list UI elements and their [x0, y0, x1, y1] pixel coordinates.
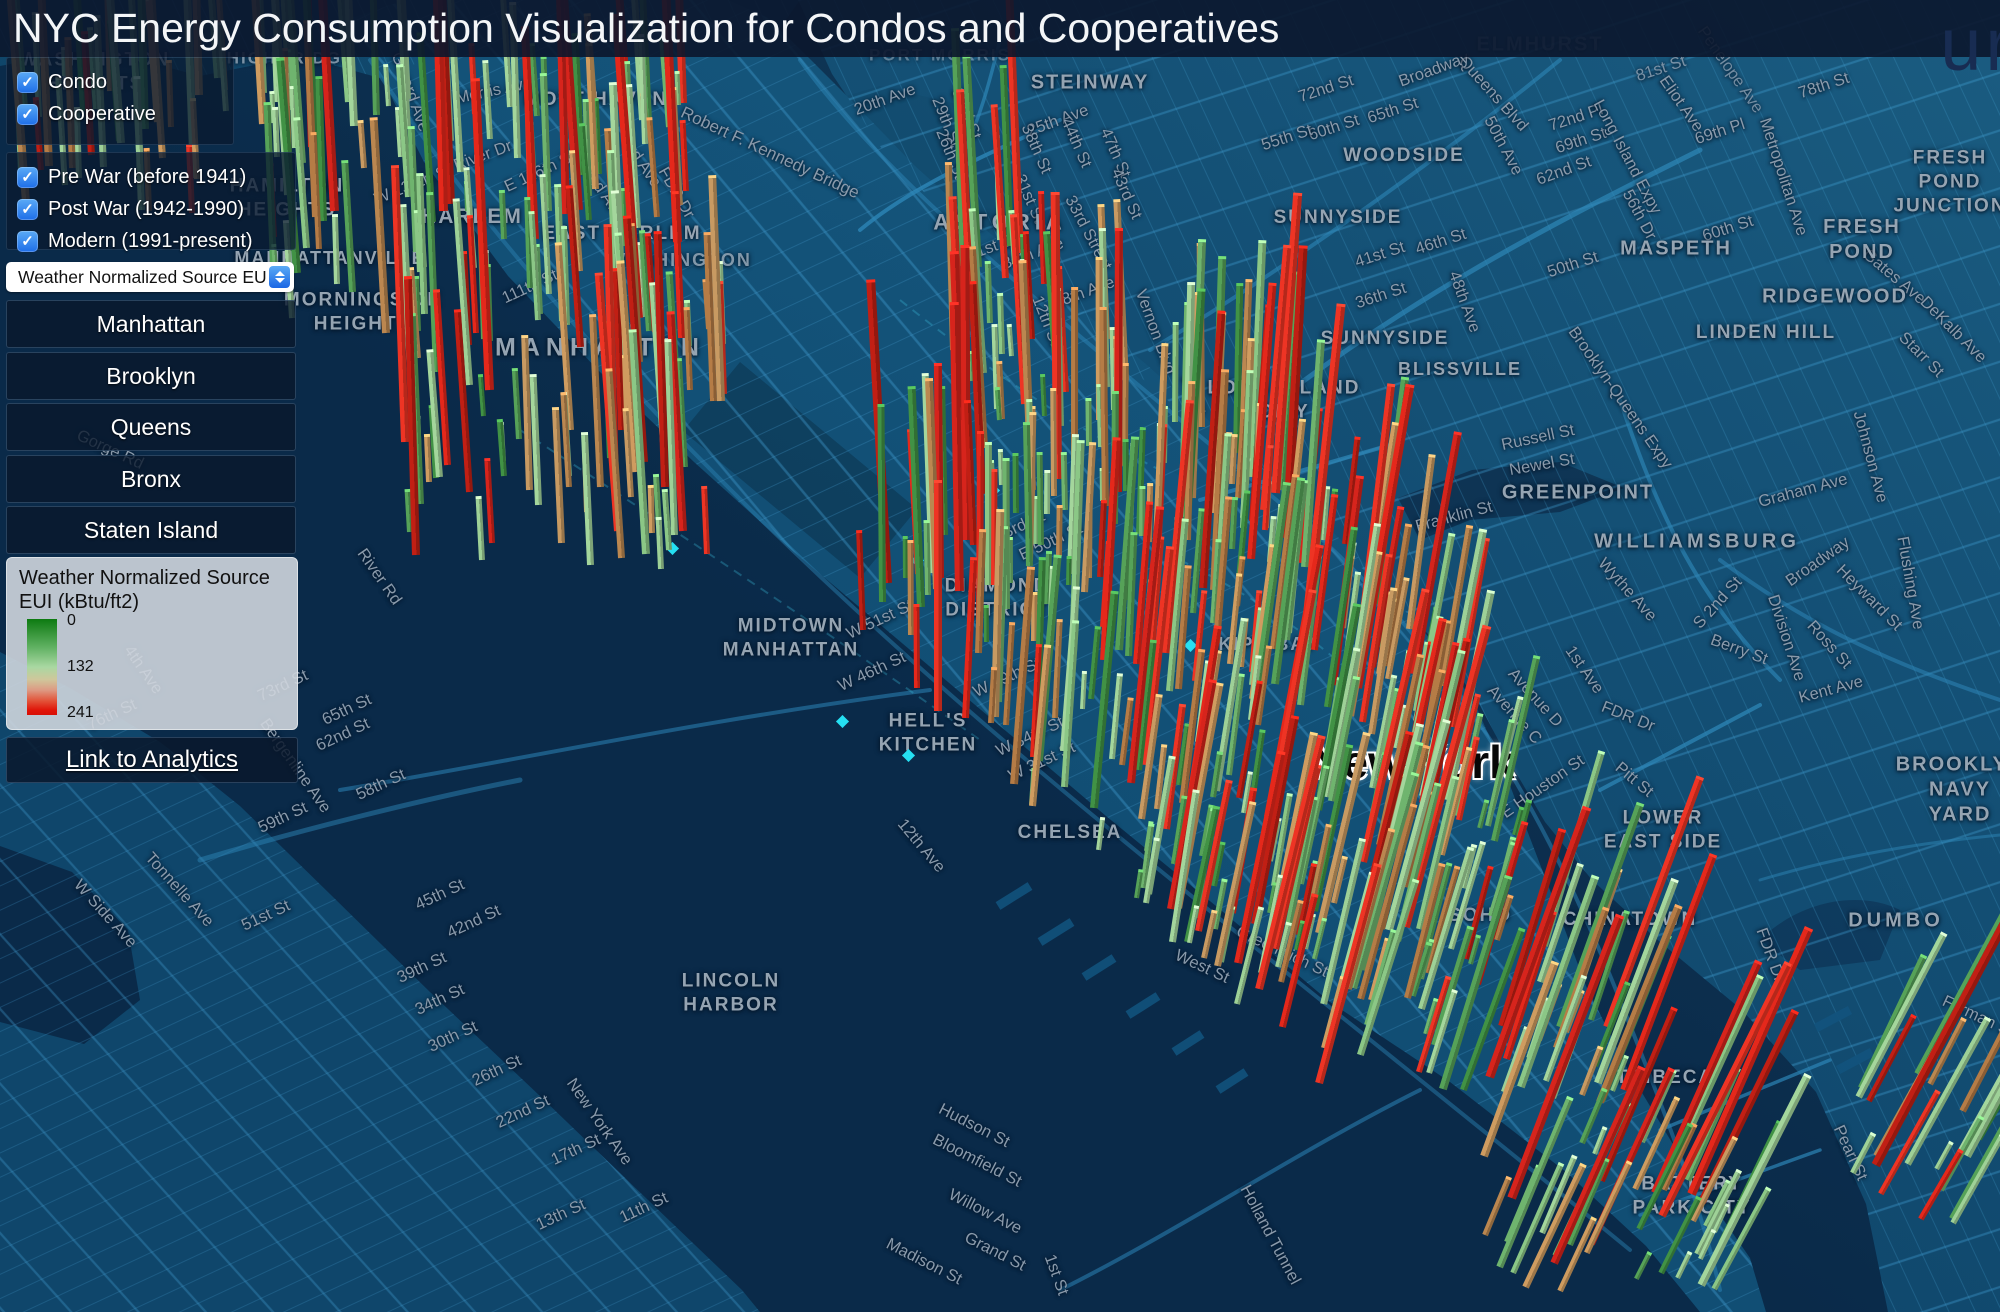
metric-select-value: Weather Normalized Source EUI	[18, 266, 266, 287]
checkbox-label: Cooperative	[48, 102, 156, 125]
building-bar	[332, 214, 340, 285]
building-bar	[701, 485, 711, 554]
checkbox-label: Modern (1991-present)	[48, 229, 253, 252]
building-bar	[1687, 925, 1814, 1196]
checkbox-cooperative[interactable]: ✓ Cooperative	[7, 96, 233, 128]
building-bar	[1850, 1132, 1877, 1175]
checkbox-icon[interactable]: ✓	[17, 198, 38, 220]
building-bar	[475, 496, 485, 561]
header: NYC Energy Consumption Visualization for…	[0, 0, 2000, 57]
select-stepper-icon[interactable]	[269, 266, 290, 288]
building-bar	[383, 64, 392, 107]
legend-gradient-bar	[27, 619, 57, 715]
checkbox-label: Post War (1942-1990)	[48, 197, 245, 220]
checkbox-label: Condo	[48, 70, 107, 93]
building-bar	[1914, 911, 2000, 1077]
legend-tick: 132	[67, 658, 94, 675]
building-bar	[1171, 322, 1179, 423]
building-bar	[1634, 1251, 1653, 1281]
building-bar	[912, 603, 920, 688]
building-bar	[1055, 505, 1062, 557]
analytics-link-panel: Link to Analytics	[6, 737, 298, 783]
metric-select[interactable]: Weather Normalized Source EUI	[6, 262, 294, 292]
building-bar	[1002, 622, 1016, 726]
building-bar	[1674, 1250, 1693, 1279]
analytics-link[interactable]: Link to Analytics	[65, 746, 239, 773]
building-bar	[645, 117, 660, 218]
borough-button-staten-island[interactable]: Staten Island	[6, 506, 296, 554]
building-bar	[499, 190, 507, 240]
building-bar	[511, 367, 522, 440]
borough-button-bronx[interactable]: Bronx	[6, 455, 296, 503]
era-filter-panel: ✓ Pre War (before 1941) ✓ Post War (1942-19…	[6, 152, 296, 252]
legend-tick: 241	[67, 704, 94, 721]
building-bar	[1080, 671, 1088, 710]
building-bar	[933, 480, 942, 712]
checkbox-modern-1991-present[interactable]: ✓ Modern (1991-present)	[7, 223, 295, 255]
building-bar	[1043, 469, 1050, 514]
building-bar	[1070, 286, 1079, 459]
building-bar	[1482, 1175, 1512, 1237]
checkbox-icon[interactable]: ✓	[17, 230, 38, 252]
checkbox-pre-war-before-1941[interactable]: ✓ Pre War (before 1941)	[7, 159, 295, 191]
building-bar	[984, 260, 993, 323]
building-bar	[341, 160, 356, 293]
building-bar	[1060, 451, 1068, 511]
building-bar	[1006, 324, 1015, 357]
legend-panel: Weather Normalized Source EUI (kBtu/ft2)…	[6, 557, 298, 730]
borough-button-brooklyn[interactable]: Brooklyn	[6, 352, 296, 400]
building-bar	[1050, 387, 1058, 496]
checkbox-condo[interactable]: ✓ Condo	[7, 64, 233, 96]
building-bar	[484, 457, 495, 543]
building-bar	[1085, 397, 1092, 446]
building-bar	[1602, 775, 1704, 1029]
legend-title: Weather Normalized Source EUI (kBtu/ft2)	[19, 567, 270, 613]
building-bar	[1036, 451, 1045, 545]
building-bar	[656, 517, 665, 570]
building-bar	[683, 306, 694, 390]
building-type-filter-panel: ✓ Condo ✓ Cooperative	[6, 57, 234, 145]
page-title: NYC Energy Consumption Visualization for…	[13, 5, 1280, 51]
building-bar	[1122, 363, 1129, 447]
building-bar	[1012, 453, 1019, 514]
building-bar	[1096, 816, 1106, 851]
checkbox-label: Pre War (before 1941)	[48, 165, 247, 188]
checkbox-post-war-1942-1990[interactable]: ✓ Post War (1942-1990)	[7, 191, 295, 223]
borough-button-queens[interactable]: Queens	[6, 403, 296, 451]
building-bar	[983, 604, 990, 642]
building-bar	[1040, 374, 1048, 417]
building-bar	[1087, 626, 1101, 700]
building-bar	[877, 403, 887, 603]
building-bar	[481, 60, 493, 140]
building-bar	[1312, 917, 1328, 960]
building-bar	[357, 120, 367, 169]
building-bar	[369, 117, 390, 334]
borough-button-manhattan[interactable]: Manhattan	[6, 300, 296, 348]
checkbox-icon[interactable]: ✓	[17, 103, 38, 125]
building-bar	[1491, 655, 1541, 842]
checkbox-icon[interactable]: ✓	[17, 71, 38, 93]
building-bar	[856, 529, 867, 631]
checkbox-icon[interactable]: ✓	[17, 166, 38, 188]
legend-tick: 0	[67, 612, 76, 629]
building-bar	[997, 293, 1005, 355]
